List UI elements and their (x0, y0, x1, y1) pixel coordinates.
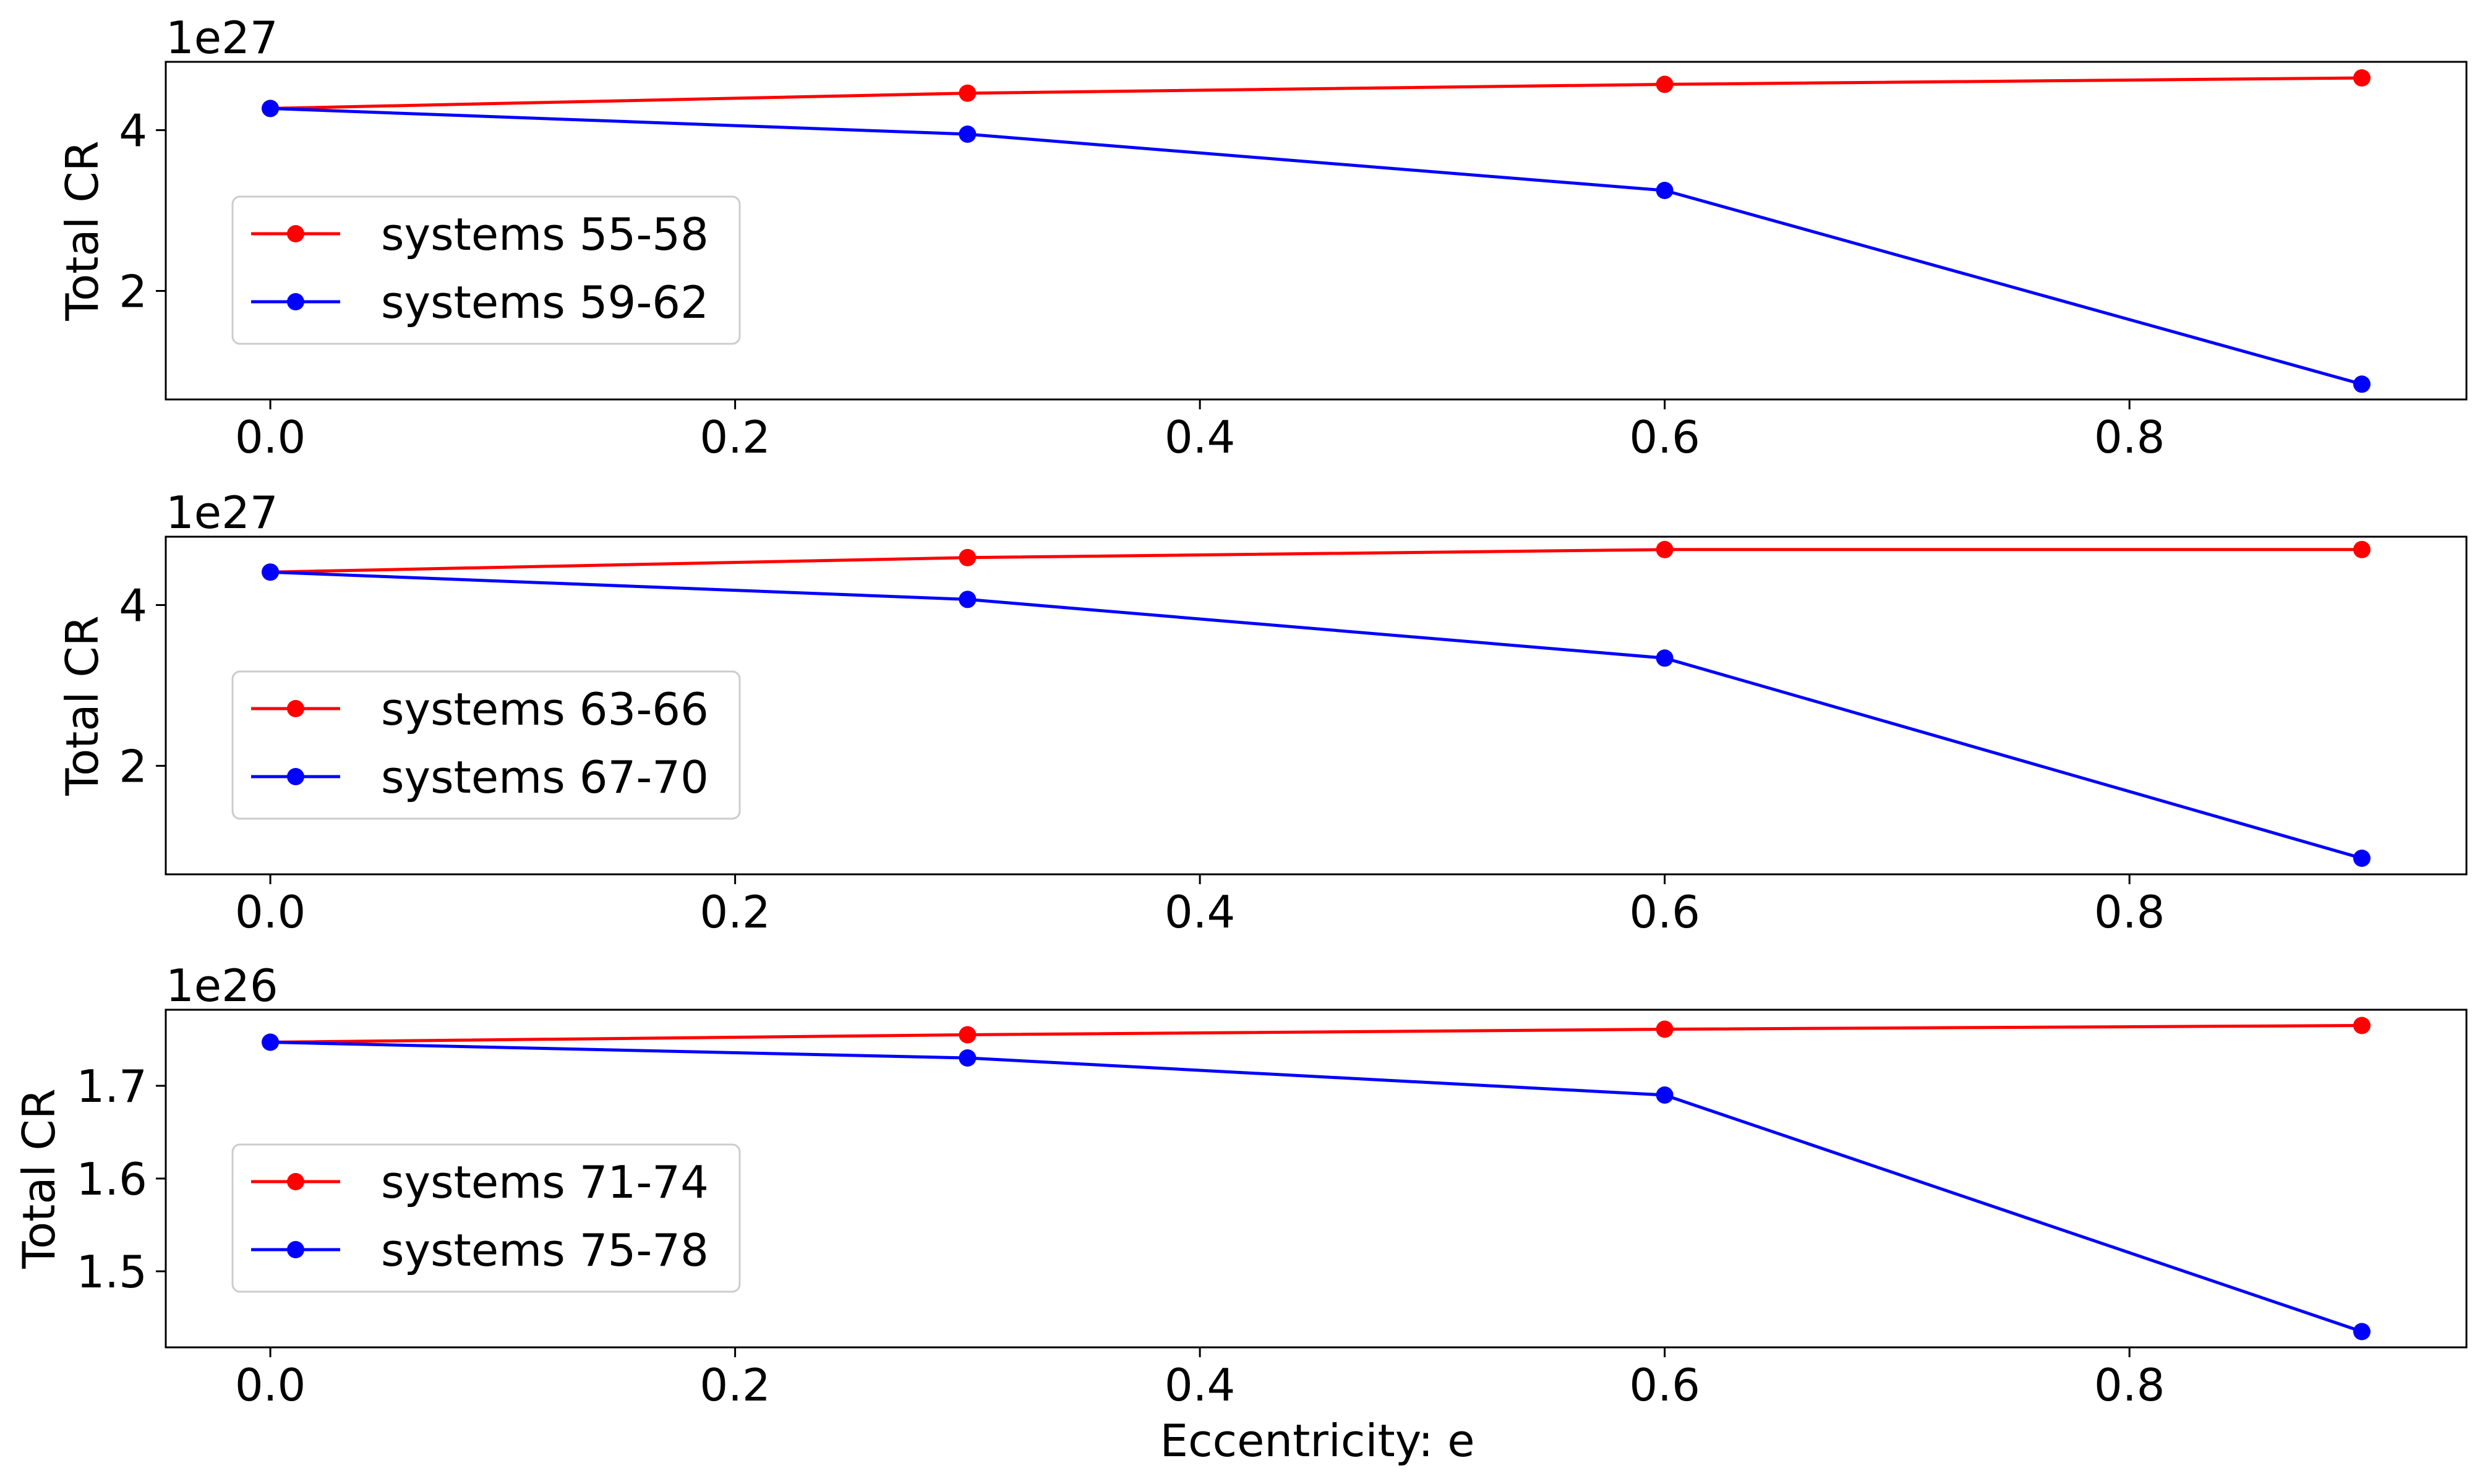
legend-marker (287, 225, 304, 242)
data-point (2353, 1323, 2371, 1341)
legend-box (231, 1143, 741, 1293)
x-tick-label: 0.4 (1165, 1359, 1236, 1411)
series-2 (262, 100, 2371, 393)
x-tick-label: 0.8 (2094, 886, 2165, 938)
x-tick-label: 0.6 (1629, 886, 1700, 938)
series-2 (262, 1033, 2371, 1341)
data-point (2353, 375, 2371, 393)
y-axis-label: Total CR (13, 1088, 65, 1269)
x-tick-label: 0.0 (235, 411, 306, 463)
y-tick-label: 1.5 (76, 1246, 147, 1298)
legend-marker (287, 768, 304, 785)
legend-item: systems 59-62 (251, 276, 709, 328)
legend-marker (287, 1241, 304, 1258)
data-point (1656, 1086, 1674, 1104)
data-point (1656, 182, 1674, 199)
legend-marker (287, 700, 304, 717)
data-point (262, 563, 280, 581)
series-line (268, 1024, 2364, 1044)
x-tick-label: 0.0 (235, 1359, 306, 1411)
data-point (262, 100, 280, 117)
legend: systems 71-74 systems 75-78 (231, 1143, 741, 1293)
x-tick-label: 0.8 (2094, 1359, 2165, 1411)
data-point (959, 548, 977, 566)
y-tick-label: 1.7 (76, 1060, 147, 1112)
legend-label: systems 75-78 (381, 1224, 709, 1276)
legend-label: systems 55-58 (381, 208, 709, 260)
y-offset-text: 1e27 (166, 487, 278, 539)
series-line (268, 570, 2364, 860)
x-tick-label: 0.4 (1165, 886, 1236, 938)
series-line (268, 106, 2364, 386)
series-line (268, 548, 2364, 574)
y-offset-text: 1e26 (166, 960, 278, 1012)
subplot-3: 0.0 0.2 0.4 0.6 0.8 1.5 1.6 1.7 1e26 Total CR syst… (13, 960, 2468, 1411)
x-tick-label: 0.6 (1629, 411, 1700, 463)
legend-label: systems 71-74 (381, 1156, 709, 1208)
data-point (2353, 1017, 2371, 1034)
x-tick-label: 0.4 (1165, 411, 1236, 463)
x-tick-label: 0.8 (2094, 411, 2165, 463)
series-line (268, 76, 2364, 110)
legend-item: systems 67-70 (251, 751, 709, 803)
data-point (959, 126, 977, 143)
legend-item: systems 75-78 (251, 1224, 709, 1276)
y-tick-label: 2 (119, 741, 147, 793)
y-axis-label: Total CR (56, 615, 108, 796)
legend-item: systems 55-58 (251, 208, 709, 260)
data-point (262, 1033, 280, 1051)
x-tick-label: 0.2 (699, 886, 771, 938)
legend-box (231, 195, 741, 345)
legend-box (231, 670, 741, 820)
data-point (1656, 75, 1674, 93)
legend: systems 55-58 systems 59-62 (231, 195, 741, 345)
data-point (959, 591, 977, 608)
series-line (268, 1041, 2364, 1333)
x-axis-label: Eccentricity: e (1160, 1415, 1474, 1467)
data-point (2353, 540, 2371, 558)
axes-frame (165, 61, 2468, 401)
y-axis-label: Total CR (56, 140, 108, 321)
subplot-2: 0.0 0.2 0.4 0.6 0.8 2 4 1e27 Total CR systems 63-… (56, 487, 2468, 938)
subplots: 0.0 0.2 0.4 0.6 0.8 2 4 1e27 Total CR systems 55-… (13, 12, 2468, 1411)
y-tick-label: 2 (119, 266, 147, 318)
legend-marker (287, 293, 304, 310)
legend: systems 63-66 systems 67-70 (231, 670, 741, 820)
legend-label: systems 63-66 (381, 683, 709, 735)
data-point (2353, 850, 2371, 867)
x-tick-label: 0.6 (1629, 1359, 1700, 1411)
series-2 (262, 563, 2371, 867)
y-offset-text: 1e27 (166, 12, 278, 64)
y-tick-label: 4 (119, 105, 147, 157)
data-point (1656, 1020, 1674, 1038)
legend-label: systems 67-70 (381, 751, 709, 803)
legend-item: systems 63-66 (251, 683, 709, 735)
data-point (2353, 69, 2371, 87)
axes-frame (165, 535, 2468, 876)
legend-label: systems 59-62 (381, 276, 709, 328)
data-point (1656, 649, 1674, 667)
x-tick-label: 0.0 (235, 886, 306, 938)
legend-item: systems 71-74 (251, 1156, 709, 1208)
data-point (959, 1026, 977, 1044)
y-tick-label: 1.6 (76, 1153, 147, 1205)
data-point (959, 1049, 977, 1067)
y-tick-label: 4 (119, 580, 147, 632)
x-tick-label: 0.2 (699, 411, 771, 463)
data-point (1656, 540, 1674, 558)
x-tick-label: 0.2 (699, 1359, 771, 1411)
legend-marker (287, 1173, 304, 1190)
subplot-1: 0.0 0.2 0.4 0.6 0.8 2 4 1e27 Total CR systems 55-… (56, 12, 2468, 463)
data-point (959, 84, 977, 102)
